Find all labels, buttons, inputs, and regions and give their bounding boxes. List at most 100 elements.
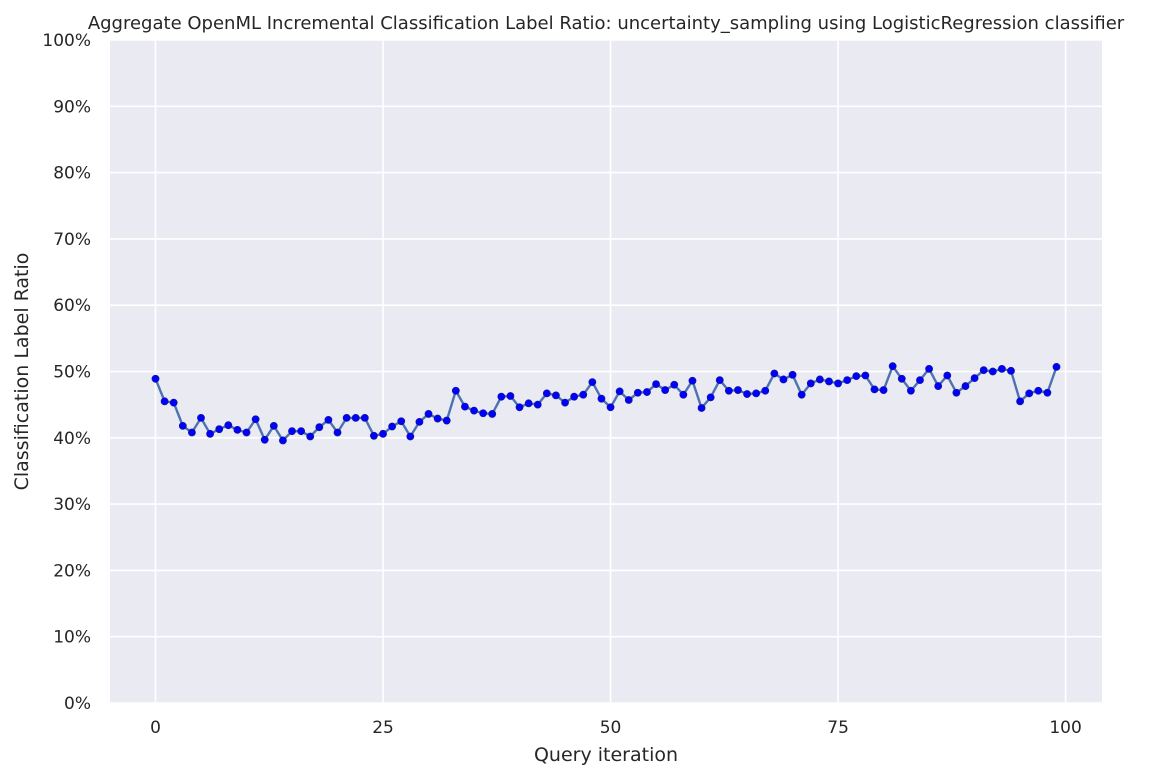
y-tick-label: 30% [53,495,91,515]
data-point [424,410,433,418]
data-point [897,374,906,383]
data-point [788,370,797,379]
data-point [524,399,533,408]
data-point [879,386,888,394]
data-point [925,364,933,373]
data-point [906,386,915,395]
data-point [269,421,278,430]
data-point [315,423,324,432]
data-point [1016,397,1024,406]
y-tick-label: 90% [53,97,91,117]
data-point [934,382,943,390]
data-point [178,421,187,430]
data-point [1025,389,1034,398]
data-point [388,422,397,431]
x-tick-label: 25 [372,718,394,738]
data-point [151,374,160,383]
y-tick-label: 60% [53,296,91,316]
data-point [333,428,342,437]
data-point [442,416,451,425]
data-point [206,429,215,438]
data-point [688,376,697,385]
data-point [979,366,988,375]
data-point [743,390,751,398]
data-point [1043,388,1052,397]
data-point [251,415,260,424]
data-point [724,386,733,395]
y-tick-label: 20% [53,561,91,581]
x-tick-labels: 0 25 50 75 100 [150,718,1082,738]
data-point [1007,366,1015,375]
data-point [197,414,205,422]
data-point [852,372,861,381]
data-point [633,388,642,397]
data-point [834,379,842,388]
data-point [1052,362,1061,371]
data-point [597,394,606,403]
data-point [888,362,897,371]
data-point [761,386,770,395]
y-tick-labels: 0% 10% 20% 30% 40% 50% 60% 70% 80% 90% 100% [42,31,91,714]
x-tick-label: 0 [150,718,161,738]
data-point [588,378,597,387]
y-tick-label: 10% [53,628,91,648]
series-line [154,363,1058,443]
data-point [215,425,224,434]
y-tick-label: 100% [42,31,91,51]
data-point [188,428,196,437]
data-point [752,389,761,398]
data-point [479,409,488,418]
y-tick-label: 70% [53,230,91,250]
y-tick-label: 80% [53,164,91,184]
data-point [451,386,460,395]
data-point [779,375,788,384]
data-point [533,400,542,409]
data-point [488,410,497,418]
data-point [470,406,478,415]
data-point [797,390,806,399]
data-point [433,414,442,423]
data-point [916,376,924,385]
data-point [406,432,415,441]
data-point [570,392,579,401]
data-point [552,391,560,400]
data-point [643,388,651,396]
data-point [861,371,870,380]
data-point [224,421,233,430]
data-point [242,428,251,437]
data-point [815,375,824,384]
data-point [988,367,997,376]
data-point [506,392,515,400]
data-point [542,389,551,398]
data-point [233,425,242,434]
data-point [997,364,1006,373]
data-point [342,414,351,422]
data-point [324,415,333,424]
x-tick-label: 75 [827,718,849,738]
x-axis-label: Query iteration [534,744,678,766]
data-point [652,380,660,388]
data-point [260,435,269,444]
x-tick-label: 50 [600,718,622,738]
data-point [697,404,706,412]
data-point [770,369,779,378]
x-tick-label: 100 [1049,718,1081,738]
data-point [624,396,633,404]
y-axis-label: Classification Label Ratio [11,253,33,491]
data-point [515,403,524,412]
data-point [360,414,369,422]
data-point [497,392,506,401]
data-point [670,380,679,389]
data-point [734,386,742,394]
data-point [160,397,169,406]
data-point [351,414,360,422]
data-point [306,432,315,441]
data-point [415,417,424,426]
data-point [606,403,615,412]
data-point [870,385,879,394]
data-point [961,382,970,390]
data-point [397,417,406,426]
data-point [843,376,852,385]
data-point [970,374,979,383]
